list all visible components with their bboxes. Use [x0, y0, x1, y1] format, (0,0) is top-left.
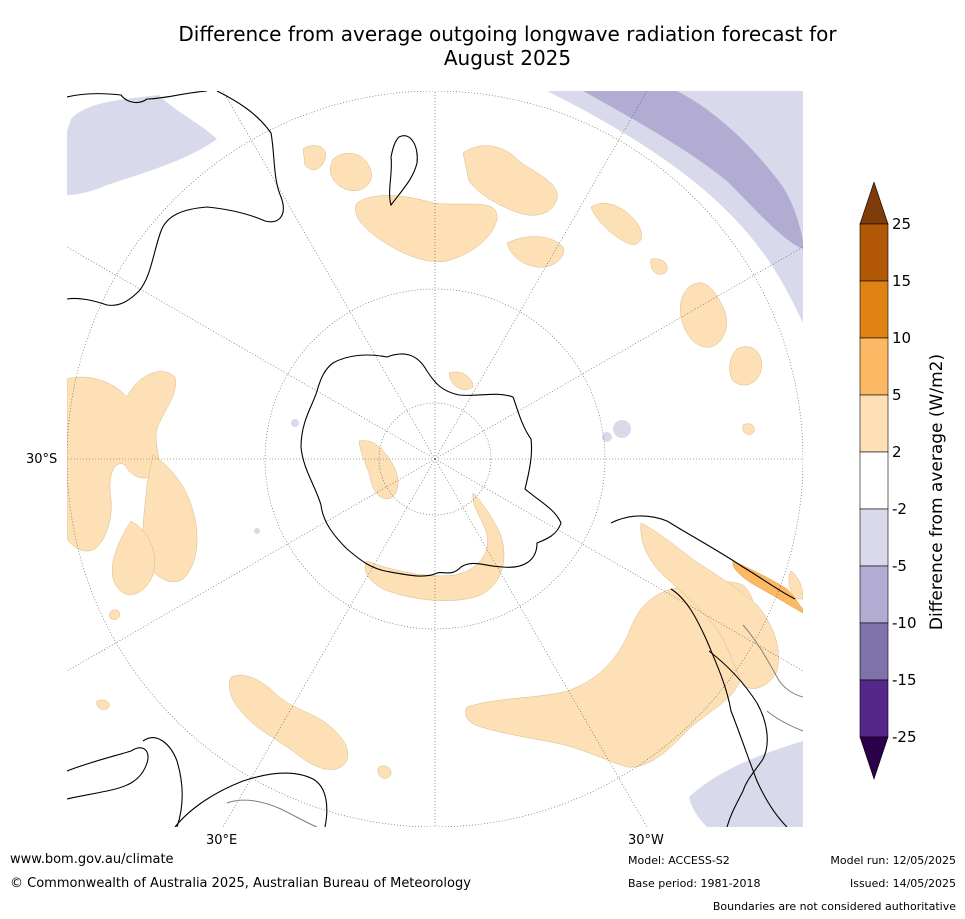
colorbar-segment-m2-2 — [859, 451, 889, 510]
colorbar-tick-m15: -15 — [892, 671, 917, 689]
colorbar-tick-5: 5 — [892, 386, 902, 404]
footer-model: Model: ACCESS-S2 — [628, 854, 730, 867]
label-30w: 30°W — [628, 833, 664, 848]
title-line-1: Difference from average outgoing longwav… — [178, 22, 837, 46]
boundaries — [226, 624, 803, 827]
map-canvas — [67, 91, 803, 827]
colorbar-segment-5-10 — [859, 337, 889, 396]
footer-base-period: Base period: 1981-2018 — [628, 877, 761, 890]
colorbar-segment-10-15 — [859, 280, 889, 339]
colorbar-tick-m25: -25 — [892, 728, 917, 746]
colorbar — [858, 181, 958, 782]
anomaly-light-orange — [67, 145, 803, 779]
polar-map — [67, 91, 803, 827]
footer-issued: Issued: 14/05/2025 — [849, 877, 956, 890]
colorbar-tick-m10: -10 — [892, 614, 917, 632]
colorbar-tick-m2: -2 — [892, 500, 907, 518]
footer-copyright: © Commonwealth of Australia 2025, Austra… — [10, 876, 471, 891]
colorbar-tick-15: 15 — [892, 272, 912, 290]
colorbar-segment-m5-m2 — [859, 508, 889, 567]
colorbar-segment-m10-m5 — [859, 565, 889, 624]
footer-model-run: Model run: 12/05/2025 — [830, 854, 956, 867]
colorbar-segment-2-5 — [859, 394, 889, 453]
colorbar-segment-15-25 — [859, 223, 889, 282]
graticule — [67, 91, 803, 827]
label-30e: 30°E — [206, 833, 238, 848]
colorbar-title: Difference from average (W/m2) — [927, 353, 947, 631]
colorbar-under-arrow — [859, 736, 889, 780]
title-line-2: August 2025 — [443, 46, 572, 70]
colorbar-over-arrow — [859, 181, 889, 225]
chart-title: Difference from average outgoing longwav… — [100, 22, 915, 70]
label-30s: 30°S — [26, 452, 58, 467]
colorbar-tick-25: 25 — [892, 215, 912, 233]
footer-disclaimer: Boundaries are not considered authoritat… — [712, 900, 956, 913]
colorbar-svg — [859, 181, 889, 780]
footer-url: www.bom.gov.au/climate — [10, 852, 174, 867]
colorbar-tick-2: 2 — [892, 443, 902, 461]
colorbar-segment-m25-m15 — [859, 679, 889, 738]
coastlines — [67, 91, 796, 827]
colorbar-segment-m15-m10 — [859, 622, 889, 681]
colorbar-tick-m5: -5 — [892, 557, 907, 575]
anomaly-medium-purple — [583, 91, 803, 249]
anomaly-medium-orange — [732, 560, 803, 614]
colorbar-tick-10: 10 — [892, 329, 912, 347]
